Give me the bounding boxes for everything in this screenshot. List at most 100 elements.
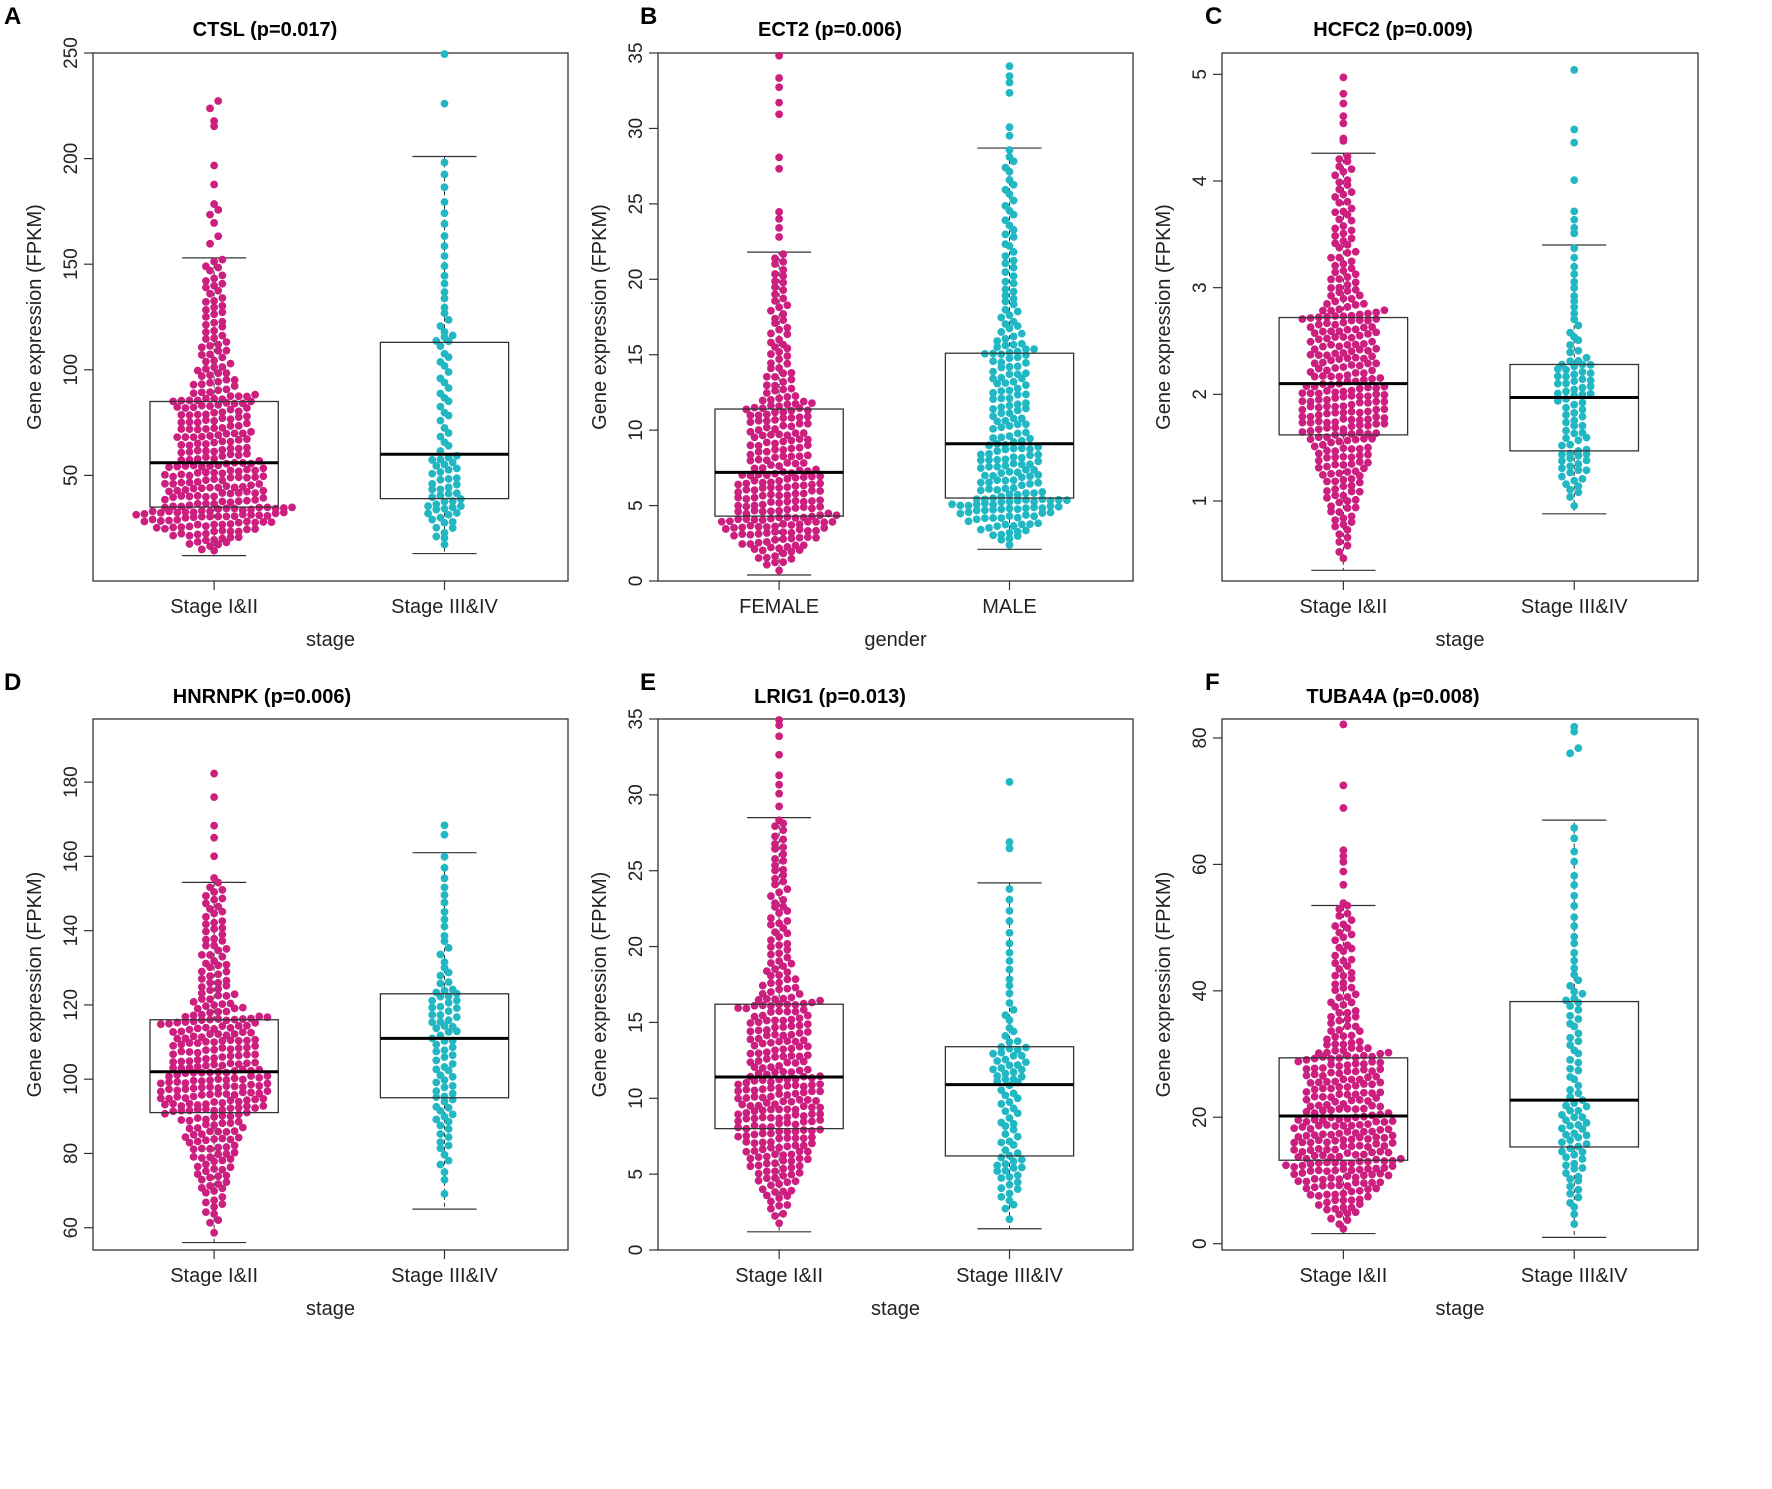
data-point: [775, 1083, 784, 1092]
data-point: [783, 1037, 792, 1045]
data-point: [1005, 844, 1014, 853]
data-point: [230, 1127, 239, 1136]
data-point: [1364, 383, 1372, 392]
data-point: [1001, 1069, 1010, 1078]
data-point: [222, 398, 231, 407]
data-point: [1339, 781, 1348, 790]
data-point: [1327, 1181, 1335, 1190]
data-point: [1005, 504, 1014, 513]
data-point: [1323, 487, 1331, 495]
data-point: [202, 447, 210, 455]
data-point: [750, 1063, 759, 1072]
data-point: [1314, 1136, 1323, 1145]
data-point: [1327, 327, 1335, 336]
data-point: [799, 481, 808, 490]
data-point: [1005, 528, 1014, 537]
data-point: [1314, 1166, 1323, 1175]
data-point: [1396, 1154, 1405, 1163]
data-point: [762, 410, 771, 419]
dots-group2: [1553, 66, 1595, 510]
data-point: [440, 863, 449, 872]
data-point: [1574, 451, 1583, 460]
data-point: [779, 286, 788, 295]
data-point: [1343, 1061, 1352, 1070]
data-point: [1302, 1184, 1311, 1193]
data-point: [1001, 476, 1010, 485]
data-point: [767, 483, 775, 492]
data-point: [1355, 316, 1364, 325]
data-point: [230, 483, 239, 492]
data-point: [1001, 1032, 1010, 1040]
data-point: [1005, 62, 1014, 71]
data-point: [762, 1016, 771, 1025]
data-point: [173, 1034, 182, 1043]
data-point: [1372, 344, 1381, 353]
data-point: [1553, 372, 1562, 381]
data-point: [1335, 288, 1344, 297]
data-point: [1005, 1098, 1014, 1106]
data-point: [1351, 325, 1360, 334]
data-point: [832, 511, 841, 520]
y-tick-label: 2: [1190, 389, 1211, 400]
data-point: [1566, 981, 1575, 990]
data-point: [1327, 1027, 1335, 1035]
data-point: [1339, 266, 1348, 275]
data-point: [758, 491, 767, 500]
data-point: [193, 537, 202, 546]
data-point: [436, 992, 445, 1001]
data-point: [1327, 356, 1335, 365]
data-point: [791, 504, 800, 512]
box-iqr: [1509, 363, 1640, 452]
data-point: [1347, 1159, 1356, 1168]
data-point: [226, 415, 235, 424]
data-point: [771, 260, 779, 268]
data-point: [734, 1094, 743, 1103]
data-point: [783, 984, 792, 993]
data-point: [795, 1095, 804, 1104]
data-point: [791, 392, 800, 400]
dots-group1: [734, 716, 825, 1228]
data-point: [1005, 242, 1014, 250]
data-point: [795, 533, 804, 542]
data-point: [783, 330, 792, 339]
data-point: [799, 1134, 808, 1143]
data-point: [997, 498, 1006, 506]
data-point: [202, 522, 210, 531]
data-point: [791, 975, 800, 984]
data-point: [985, 456, 993, 464]
data-point: [779, 558, 788, 567]
data-point: [1005, 957, 1014, 965]
data-point: [185, 1025, 194, 1034]
data-point: [746, 456, 755, 465]
data-point: [1359, 1080, 1368, 1088]
data-point: [226, 1155, 235, 1163]
data-point: [1570, 66, 1579, 74]
data-point: [1013, 429, 1022, 438]
box-iqr: [149, 400, 279, 508]
data-point: [222, 346, 231, 355]
data-point: [775, 985, 784, 994]
data-point: [1013, 1185, 1022, 1193]
data-point: [222, 944, 231, 953]
data-point: [767, 988, 775, 996]
data-point: [779, 520, 788, 528]
data-point: [448, 458, 457, 467]
data-point: [1347, 316, 1356, 325]
data-point: [206, 1127, 214, 1136]
data-point: [1302, 1071, 1311, 1080]
data-point: [758, 484, 767, 492]
data-point: [762, 1152, 771, 1161]
data-point: [1566, 440, 1575, 449]
data-point: [1339, 880, 1348, 889]
data-point: [210, 492, 219, 501]
data-point: [1570, 277, 1579, 286]
data-point: [976, 450, 985, 459]
data-point: [202, 927, 210, 936]
data-point: [1364, 458, 1372, 467]
data-point: [1017, 1051, 1026, 1060]
data-point: [202, 416, 210, 425]
data-point: [226, 1045, 235, 1053]
data-point: [197, 372, 206, 380]
data-point: [1339, 933, 1348, 942]
data-point: [779, 421, 788, 430]
